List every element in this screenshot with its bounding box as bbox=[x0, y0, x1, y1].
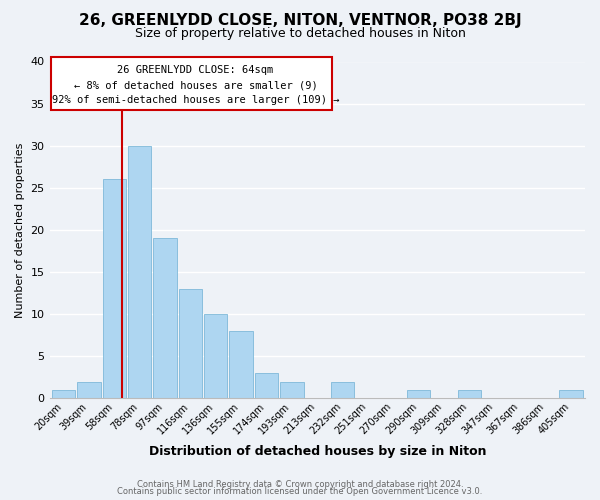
Y-axis label: Number of detached properties: Number of detached properties bbox=[15, 142, 25, 318]
Text: 26, GREENLYDD CLOSE, NITON, VENTNOR, PO38 2BJ: 26, GREENLYDD CLOSE, NITON, VENTNOR, PO3… bbox=[79, 12, 521, 28]
Bar bbox=[407, 390, 430, 398]
Text: Contains public sector information licensed under the Open Government Licence v3: Contains public sector information licen… bbox=[118, 488, 482, 496]
Bar bbox=[458, 390, 481, 398]
X-axis label: Distribution of detached houses by size in Niton: Distribution of detached houses by size … bbox=[149, 444, 486, 458]
Bar bbox=[559, 390, 583, 398]
Bar bbox=[77, 382, 101, 398]
Bar bbox=[255, 373, 278, 398]
Bar bbox=[103, 180, 126, 398]
Text: 92% of semi-detached houses are larger (109) →: 92% of semi-detached houses are larger (… bbox=[52, 96, 339, 106]
Bar bbox=[331, 382, 355, 398]
Bar bbox=[154, 238, 176, 398]
Bar bbox=[179, 289, 202, 399]
Bar bbox=[204, 314, 227, 398]
Text: Size of property relative to detached houses in Niton: Size of property relative to detached ho… bbox=[134, 28, 466, 40]
Text: 26 GREENLYDD CLOSE: 64sqm: 26 GREENLYDD CLOSE: 64sqm bbox=[118, 65, 274, 75]
Bar bbox=[51, 58, 332, 110]
Text: ← 8% of detached houses are smaller (9): ← 8% of detached houses are smaller (9) bbox=[74, 80, 317, 90]
Bar bbox=[52, 390, 75, 398]
Bar bbox=[280, 382, 304, 398]
Text: Contains HM Land Registry data © Crown copyright and database right 2024.: Contains HM Land Registry data © Crown c… bbox=[137, 480, 463, 489]
Bar bbox=[229, 331, 253, 398]
Bar bbox=[128, 146, 151, 398]
